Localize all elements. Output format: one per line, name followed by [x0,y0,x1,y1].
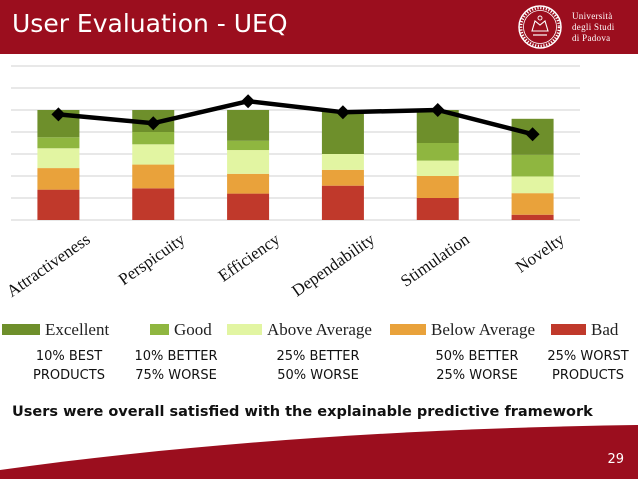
legend-label-bad: Bad [591,320,619,339]
mean-score-marker [430,103,445,117]
mean-score-marker [146,116,161,131]
bar-segment-above-average [37,148,80,169]
category-label: Efficiency [215,229,284,285]
category-label: Novelty [512,229,568,276]
bar-segment-bad [416,198,459,220]
university-name: Università degli Studi di Padova [572,11,615,44]
bar-segment-above-average [511,176,554,194]
legend-label-below-average: Below Average [431,320,535,339]
benchmark-label-below-average: 50% BETTER 25% WORSE [424,347,530,385]
benchmark-line: 50% BETTER [435,349,519,364]
slide-title: User Evaluation - UEQ [12,9,288,38]
mean-score-marker [51,107,66,122]
legend-label-above-average: Above Average [267,320,372,339]
category-label: Stimulation [397,229,473,290]
mean-score-marker [335,105,350,120]
bar-segment-below-average [37,168,80,190]
bar-segment-below-average [321,169,364,186]
bar-segment-below-average [132,164,175,189]
benchmark-label-bad: 25% WORST PRODUCTS [540,347,636,385]
mean-score-line [58,98,534,137]
bar-segment-good [132,132,175,145]
bar-segment-above-average [416,160,459,176]
bar-segment-good [416,143,459,161]
benchmark-line: 50% WORSE [277,368,359,383]
university-name-line: di Padova [572,33,611,43]
slide-header: User Evaluation - UEQ Università degli S… [0,0,638,54]
bar-segment-bad [321,185,364,220]
legend-label-excellent: Excellent [45,320,109,339]
conclusion-text: Users were overall satisfied with the ex… [12,404,593,420]
mean-score-marker [241,94,256,109]
mean-score-marker [525,127,540,142]
benchmark-line: 10% BEST [35,349,103,364]
bar-segment-good [227,140,270,151]
bar-segment-below-average [416,176,459,198]
benchmark-line: 25% BETTER [276,349,360,364]
bar-segment-above-average [321,154,364,170]
ueq-benchmark-chart: Attractiveness Perspicuity Efficiency Depen… [2,65,619,339]
category-label: Perspicuity [115,229,189,289]
bar-segment-bad [511,214,554,220]
bar-segment-below-average [511,193,554,215]
benchmark-label-above-average: 25% BETTER 50% WORSE [265,347,371,385]
legend-swatch-good [150,324,169,335]
bar-segment-excellent [227,110,270,141]
bar-segment-bad [227,193,270,220]
legend-swatch-below-average [390,324,426,335]
legend-swatch-above-average [227,324,262,335]
bar-segment-below-average [227,173,270,194]
category-label: Dependability [288,229,378,300]
legend-swatch-excellent [2,324,40,335]
benchmark-line: 25% WORSE [436,368,518,383]
bar-segment-good [511,154,554,177]
university-seal-logo [518,5,562,49]
bar-segment-bad [37,189,80,220]
bar-segment-above-average [132,144,175,165]
legend-swatch-bad [551,324,586,335]
benchmark-line: 75% WORSE [135,368,217,383]
benchmark-label-excellent: 10% BEST PRODUCTS [22,347,116,385]
university-name-line: Università [572,11,613,21]
university-name-line: degli Studi [572,22,615,32]
benchmark-line: 25% WORST [547,349,629,364]
benchmark-line: PRODUCTS [552,368,624,383]
benchmark-line: 10% BETTER [134,349,218,364]
bar-segment-good [37,137,80,149]
category-label: Attractiveness [3,230,94,301]
bar-segment-above-average [227,150,270,174]
benchmark-line: PRODUCTS [33,368,105,383]
benchmark-label-good: 10% BETTER 75% WORSE [125,347,227,385]
legend-label-good: Good [174,320,212,339]
page-number: 29 [607,452,624,467]
footer-swoosh [0,425,638,479]
bar-segment-bad [132,188,175,220]
